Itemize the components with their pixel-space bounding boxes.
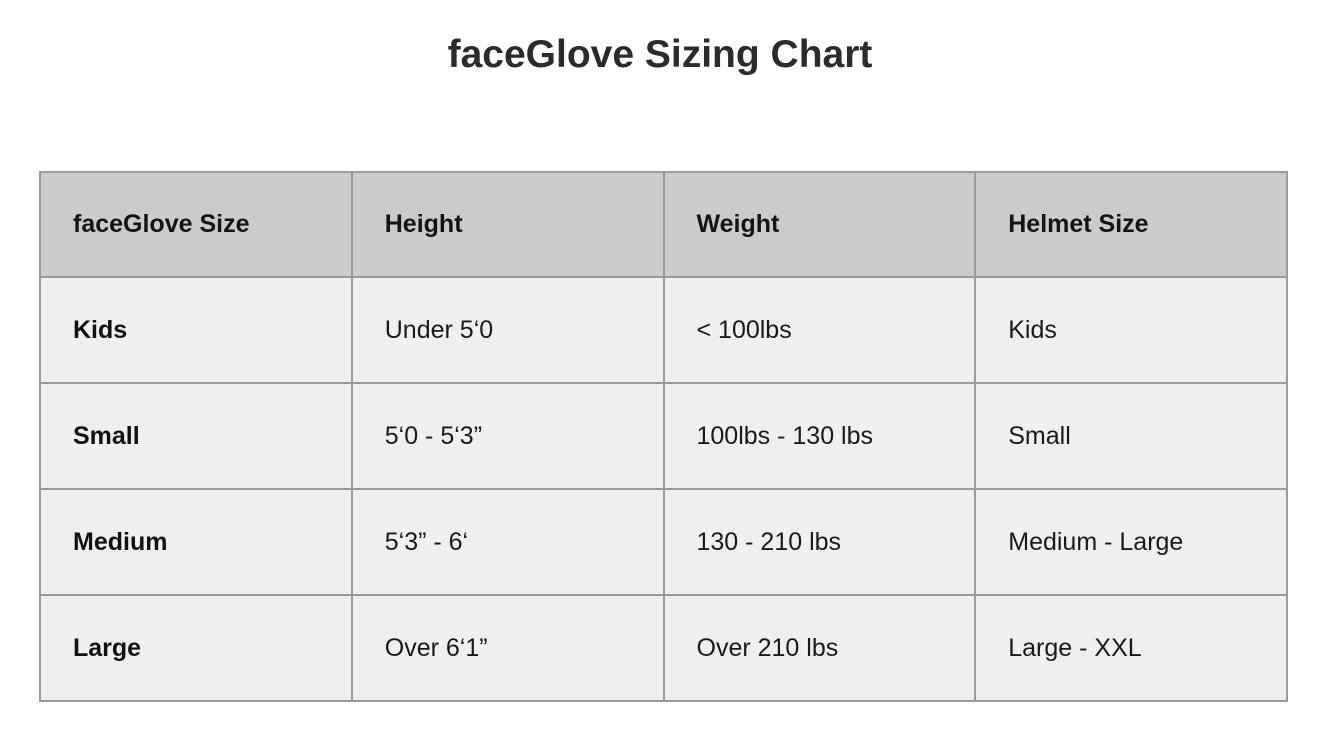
height-cell: 5‘3” - 6‘ <box>350 488 665 596</box>
header-cell-faceglove-size: faceGlove Size <box>39 171 353 278</box>
weight-cell: < 100lbs <box>662 276 977 384</box>
table-row-medium: Medium 5‘3” - 6‘ 130 - 210 lbs Medium - … <box>39 488 1288 596</box>
helmet-cell: Medium - Large <box>974 488 1288 596</box>
height-cell: 5‘0 - 5‘3” <box>350 382 665 490</box>
weight-cell: 100lbs - 130 lbs <box>662 382 977 490</box>
table-row-kids: Kids Under 5‘0 < 100lbs Kids <box>39 276 1288 384</box>
size-cell: Kids <box>39 276 353 384</box>
size-cell: Large <box>39 594 353 702</box>
header-row: faceGlove Size Height Weight Helmet Size <box>39 171 1288 278</box>
weight-cell: 130 - 210 lbs <box>662 488 977 596</box>
sizing-table: faceGlove Size Height Weight Helmet Size… <box>39 171 1288 702</box>
size-cell: Small <box>39 382 353 490</box>
page-title: faceGlove Sizing Chart <box>447 33 873 76</box>
height-cell: Under 5‘0 <box>350 276 665 384</box>
helmet-cell: Kids <box>974 276 1288 384</box>
table-row-small: Small 5‘0 - 5‘3” 100lbs - 130 lbs Small <box>39 382 1288 490</box>
size-cell: Medium <box>39 488 353 596</box>
height-cell: Over 6‘1” <box>350 594 665 702</box>
header-cell-helmet-size: Helmet Size <box>974 171 1288 278</box>
table-body: Kids Under 5‘0 < 100lbs Kids Small 5‘0 -… <box>39 276 1288 702</box>
header-cell-height: Height <box>350 171 665 278</box>
header-cell-weight: Weight <box>662 171 977 278</box>
table-header: faceGlove Size Height Weight Helmet Size <box>39 171 1288 278</box>
helmet-cell: Small <box>974 382 1288 490</box>
helmet-cell: Large - XXL <box>974 594 1288 702</box>
weight-cell: Over 210 lbs <box>662 594 977 702</box>
table-row-large: Large Over 6‘1” Over 210 lbs Large - XXL <box>39 594 1288 702</box>
